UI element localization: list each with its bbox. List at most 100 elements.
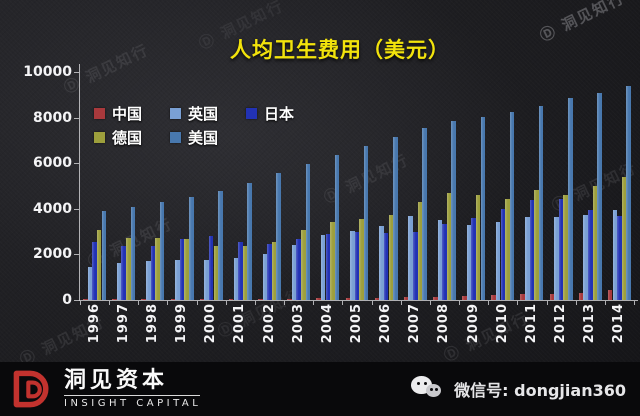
bar-英国-2006 [379, 226, 384, 300]
legend-label: 日本 [264, 105, 295, 123]
x-tick-label-2000: 2000 [203, 303, 218, 344]
y-tick-label-6000: 6000 [33, 155, 72, 171]
bar-德国-2014 [621, 177, 627, 300]
bar-英国-1999 [175, 260, 180, 300]
x-tick-label-1997: 1997 [116, 303, 131, 344]
bar-日本-1998 [150, 246, 156, 300]
bar-日本-2005 [354, 232, 360, 300]
y-tick-mark [74, 118, 79, 119]
bar-中国-2010 [491, 295, 496, 300]
bar-日本-2002 [267, 244, 272, 300]
x-tick-mark [401, 301, 402, 305]
y-tick-label-2000: 2000 [33, 246, 72, 262]
bar-美国-2009 [480, 117, 486, 300]
legend-swatch-icon [170, 108, 182, 119]
bar-中国-2000 [199, 299, 205, 300]
x-tick-label-2014: 2014 [611, 303, 626, 344]
x-tick-label-2011: 2011 [524, 303, 539, 344]
bar-英国-1997 [116, 263, 122, 300]
bar-日本-2010 [500, 209, 506, 300]
bar-美国-2006 [393, 137, 398, 300]
y-tick-label-4000: 4000 [33, 201, 72, 217]
x-tick-mark [226, 301, 227, 305]
legend-swatch-icon [170, 132, 182, 143]
x-tick-mark [342, 301, 343, 305]
x-tick-label-2009: 2009 [466, 303, 481, 344]
y-axis-line [79, 64, 80, 301]
bar-德国-2009 [475, 195, 481, 300]
x-tick-mark [372, 301, 373, 305]
bar-日本-2004 [325, 234, 331, 300]
legend-item-美国: 美国 [170, 127, 218, 148]
bar-中国-2003 [287, 299, 292, 300]
bar-中国-1996 [83, 299, 88, 300]
legend-item-日本: 日本 [246, 103, 294, 124]
bar-英国-2012 [554, 217, 559, 300]
bar-德国-2003 [301, 230, 306, 300]
plot-area [80, 72, 634, 300]
bar-德国-2005 [359, 219, 364, 300]
bar-德国-2013 [592, 186, 598, 300]
x-tick-mark [313, 301, 314, 305]
footer-bar: 洞见资本 INSIGHT CAPITAL 微信号: dongjian360 [0, 362, 640, 416]
x-tick-label-2012: 2012 [553, 303, 568, 344]
x-tick-label-2002: 2002 [262, 303, 277, 344]
bar-德国-2008 [446, 193, 452, 300]
bar-中国-1999 [170, 299, 176, 300]
bar-英国-2004 [320, 235, 326, 300]
x-tick-mark [459, 301, 460, 305]
bar-中国-2007 [403, 297, 409, 300]
chart-title: 人均卫生费用（美元） [230, 38, 450, 62]
bar-中国-2011 [520, 294, 525, 300]
bar-英国-2010 [495, 222, 501, 300]
bar-日本-1996 [92, 242, 97, 300]
y-tick-mark [74, 163, 79, 164]
bar-美国-1996 [101, 211, 107, 300]
bar-美国-1998 [159, 202, 165, 300]
bar-德国-2001 [242, 246, 248, 300]
x-tick-label-2004: 2004 [320, 303, 335, 344]
bar-日本-2007 [413, 232, 418, 300]
legend-swatch-icon [94, 132, 105, 143]
bar-德国-2011 [534, 190, 539, 300]
bar-日本-2012 [558, 199, 564, 300]
bar-英国-2011 [525, 217, 530, 300]
x-tick-mark [488, 301, 489, 305]
bar-英国-2001 [233, 258, 239, 300]
bar-德国-2010 [505, 199, 510, 300]
bar-英国-2003 [291, 245, 297, 300]
legend-swatch-icon [246, 108, 258, 119]
x-tick-mark [167, 301, 168, 305]
bar-德国-1999 [184, 239, 189, 300]
bar-中国-2013 [578, 293, 584, 300]
x-tick-mark [138, 301, 139, 305]
x-tick-mark [255, 301, 256, 305]
x-axis-line [79, 300, 638, 301]
bar-日本-2006 [383, 233, 389, 300]
bar-日本-1999 [179, 239, 185, 300]
x-tick-label-1998: 1998 [145, 303, 160, 344]
x-tick-label-2013: 2013 [582, 303, 597, 344]
x-tick-label-2005: 2005 [349, 303, 364, 344]
x-tick-label-2006: 2006 [378, 303, 393, 344]
x-tick-label-1999: 1999 [174, 303, 189, 344]
bar-日本-1997 [121, 246, 126, 300]
bar-英国-2009 [466, 225, 472, 300]
x-tick-mark [547, 301, 548, 305]
bar-日本-2009 [471, 218, 476, 300]
bar-中国-2014 [607, 290, 613, 300]
legend-item-英国: 英国 [170, 103, 218, 124]
legend-swatch-icon [94, 108, 105, 119]
x-tick-mark [197, 301, 198, 305]
bar-美国-2001 [247, 183, 252, 300]
wechat-icon [411, 375, 445, 403]
y-tick-label-8000: 8000 [33, 110, 72, 126]
bar-日本-2001 [238, 242, 243, 300]
bar-英国-2013 [583, 215, 588, 300]
bar-日本-2011 [529, 200, 535, 300]
bar-美国-2005 [363, 146, 369, 300]
wechat-contact: 微信号: dongjian360 [411, 375, 626, 403]
bar-中国-2002 [258, 299, 263, 300]
x-tick-label-2010: 2010 [495, 303, 510, 344]
